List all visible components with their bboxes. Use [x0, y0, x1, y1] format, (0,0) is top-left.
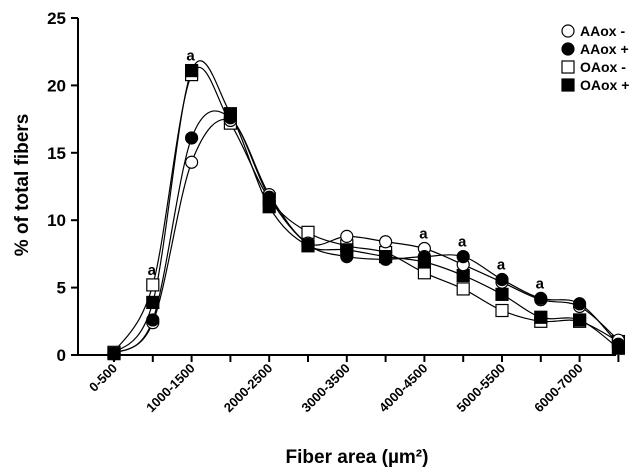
- data-point-aaoxplus: [301, 237, 315, 252]
- x-tick-label: 1000-1500: [143, 361, 198, 416]
- y-axis-ticks: 0 5 10 15 20 25: [47, 9, 78, 365]
- data-point-oaoxplus: [495, 287, 509, 301]
- series-curves: [113, 60, 619, 355]
- legend: AAox - AAox + OAox - OAox +: [561, 23, 629, 93]
- data-point-aaoxplus: [611, 337, 626, 351]
- data-point-oaoxplus: [572, 313, 587, 327]
- significance-mark: a: [419, 226, 428, 243]
- significance-mark: a: [458, 234, 467, 251]
- legend-label: AAox -: [580, 23, 625, 39]
- legend-label: AAox +: [580, 41, 629, 57]
- series-markers: [107, 63, 626, 361]
- series-line-oaoxplus: [113, 60, 619, 355]
- y-tick-label: 25: [47, 9, 66, 28]
- x-tick-label: 3000-3500: [298, 361, 353, 416]
- x-tick-label: 6000-7000: [531, 361, 586, 416]
- significance-annotations: a a a a a a: [148, 48, 545, 293]
- x-axis-ticks: 0-500 1000-1500 2000-2500 3000-3500 4000-450…: [86, 355, 620, 416]
- data-point-oaoxminus: [146, 278, 160, 292]
- x-axis-title: Fiber area (µm²): [286, 447, 429, 468]
- data-point-aaoxplus: [340, 249, 354, 264]
- legend-marker: [561, 60, 575, 74]
- data-point-aaoxplus: [456, 249, 470, 264]
- x-tick-label: 2000-2500: [221, 361, 276, 416]
- y-tick-label: 20: [47, 76, 66, 95]
- legend-marker: [561, 42, 575, 56]
- legend-label: OAox -: [580, 59, 626, 75]
- data-point-oaoxplus: [146, 295, 160, 310]
- series-line-oaoxminus: [113, 66, 619, 353]
- data-point-aaoxplus: [107, 347, 121, 361]
- data-point-aaoxplus: [262, 190, 276, 204]
- y-tick-label: 10: [47, 211, 66, 230]
- data-point-aaoxminus: [379, 235, 393, 249]
- y-tick-label: 15: [47, 144, 66, 163]
- data-point-oaoxplus: [534, 310, 548, 324]
- legend-marker: [561, 24, 575, 38]
- x-tick-label: 0-500: [86, 361, 120, 395]
- data-point-aaoxplus: [223, 111, 237, 125]
- y-tick-label: 0: [57, 346, 66, 365]
- significance-mark: a: [148, 262, 157, 279]
- data-point-aaoxminus: [340, 229, 354, 243]
- data-point-aaoxplus: [146, 313, 160, 327]
- significance-mark: a: [536, 275, 545, 292]
- x-tick-label: 5000-5500: [454, 361, 509, 416]
- data-point-aaoxplus: [534, 291, 548, 305]
- significance-mark: a: [497, 257, 506, 274]
- significance-mark: a: [186, 48, 195, 65]
- legend-marker: [561, 78, 575, 92]
- data-point-oaoxminus: [495, 303, 509, 318]
- data-point-aaoxplus: [379, 252, 393, 266]
- data-point-aaoxminus: [185, 155, 199, 169]
- data-point-aaoxplus: [185, 131, 199, 145]
- y-axis-title: % of total fibers: [12, 114, 33, 257]
- data-point-aaoxplus: [495, 272, 509, 287]
- legend-label: OAox +: [580, 77, 629, 93]
- data-point-oaoxplus: [185, 63, 199, 78]
- y-tick-label: 5: [57, 279, 66, 298]
- data-point-aaoxplus: [572, 297, 587, 311]
- data-point-aaoxplus: [417, 249, 431, 264]
- x-tick-label: 4000-4500: [376, 361, 431, 416]
- data-point-oaoxminus: [456, 282, 470, 296]
